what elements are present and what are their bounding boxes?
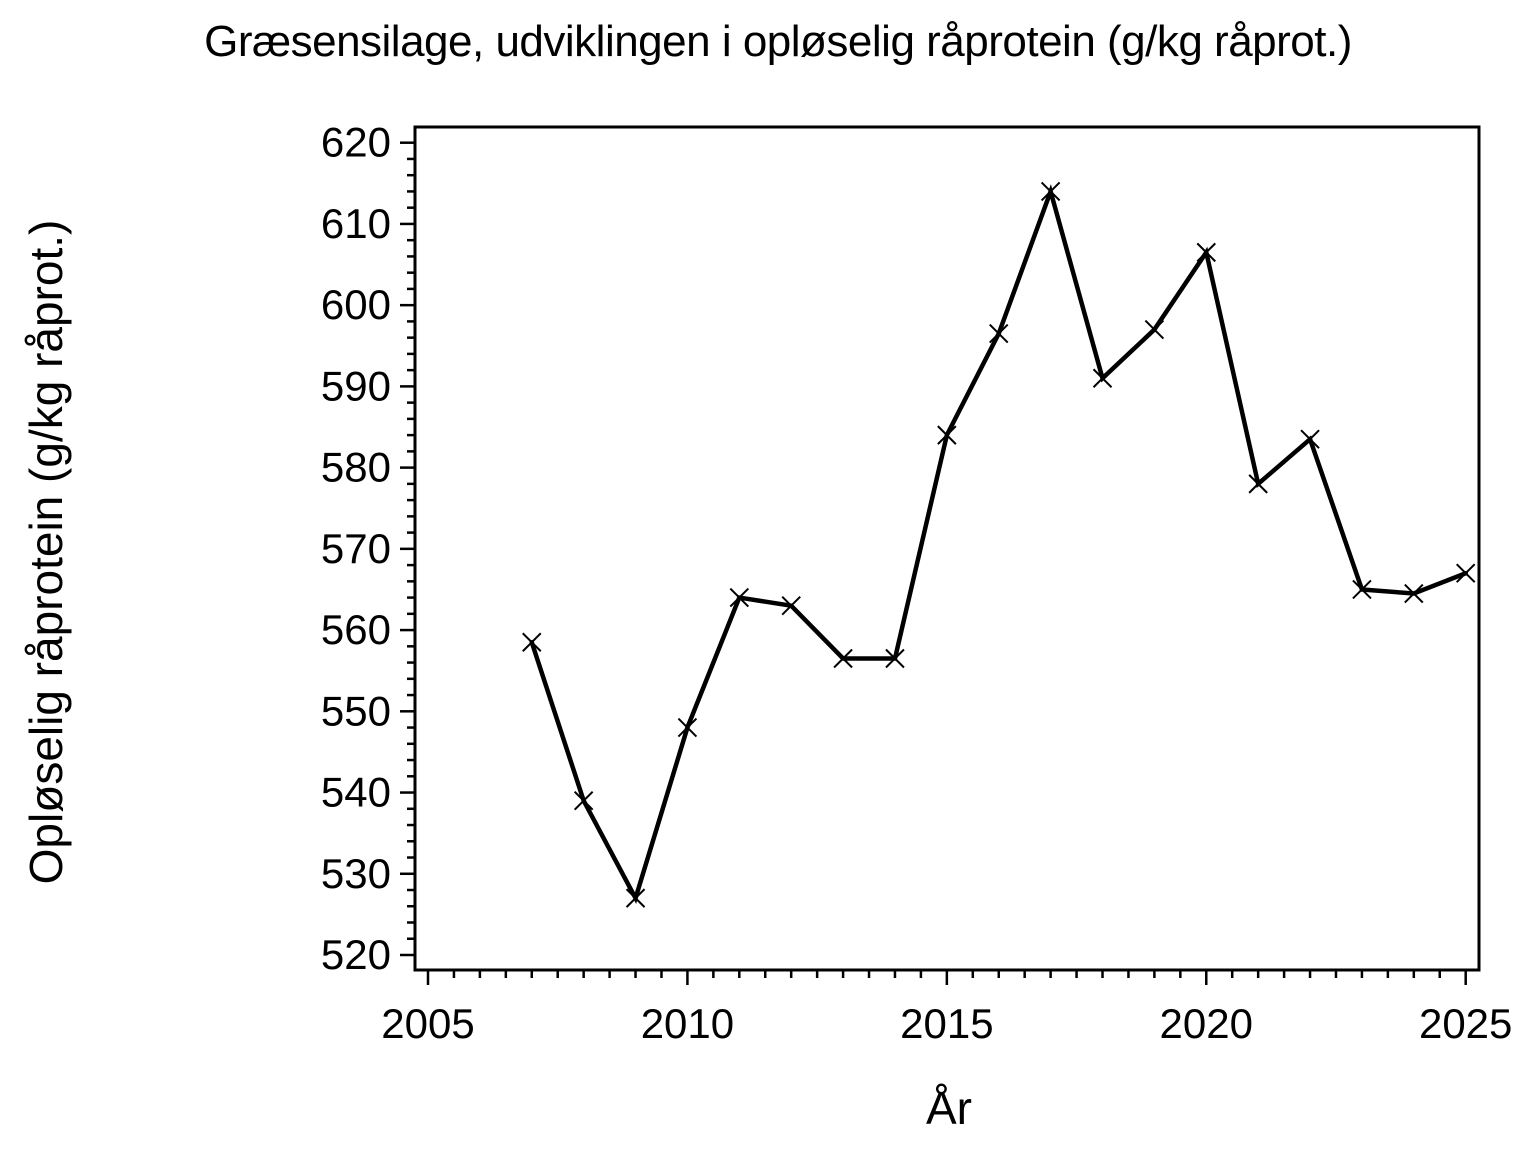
y-tick-label: 570 bbox=[321, 525, 391, 572]
plot-area: 520 530 540 550 560 570 580 590 600 610 620 2005 201… bbox=[321, 119, 1512, 1047]
x-tick-label: 2010 bbox=[641, 1000, 734, 1047]
y-tick-label: 520 bbox=[321, 931, 391, 978]
data-point-marker bbox=[781, 596, 801, 616]
x-tick-label: 2015 bbox=[900, 1000, 993, 1047]
data-point-marker bbox=[1092, 368, 1113, 388]
x-tick-label: 2025 bbox=[1419, 1000, 1512, 1047]
data-point-marker bbox=[989, 323, 1009, 344]
plot-frame bbox=[413, 125, 1481, 972]
y-axis-label: Opløselig råprotein (g/kg råprot.) bbox=[20, 220, 72, 885]
data-point-marker bbox=[625, 888, 646, 908]
y-tick-label: 580 bbox=[321, 444, 391, 491]
data-point-marker bbox=[1196, 242, 1216, 263]
y-tick-label: 600 bbox=[321, 281, 391, 328]
data-line bbox=[529, 184, 1468, 904]
data-point-marker bbox=[885, 648, 905, 669]
x-axis-label: År bbox=[926, 1082, 972, 1134]
data-point-marker bbox=[1300, 429, 1320, 449]
y-tick-label: 560 bbox=[321, 606, 391, 653]
data-point-marker bbox=[522, 632, 542, 652]
data-point-marker bbox=[833, 648, 853, 669]
chart-title: Græsensilage, udviklingen i opløselig rå… bbox=[204, 17, 1352, 66]
data-point-marker bbox=[1144, 319, 1165, 340]
x-tick-label: 2020 bbox=[1160, 1000, 1253, 1047]
data-point-marker bbox=[729, 587, 750, 608]
data-point-marker bbox=[1404, 583, 1424, 604]
data-point-marker bbox=[1352, 579, 1372, 600]
y-tick-label: 530 bbox=[321, 850, 391, 897]
data-point-marker bbox=[1455, 563, 1476, 583]
y-tick-label: 620 bbox=[321, 119, 391, 166]
data-point-marker bbox=[1248, 474, 1268, 494]
x-tick-label: 2005 bbox=[381, 1000, 474, 1047]
data-point-marker bbox=[937, 425, 957, 445]
data-point-marker bbox=[573, 790, 594, 811]
data-point-marker bbox=[677, 717, 698, 738]
y-tick-label: 590 bbox=[321, 362, 391, 409]
data-point-marker bbox=[1040, 181, 1061, 202]
y-tick-label: 610 bbox=[321, 200, 391, 247]
y-tick-label: 550 bbox=[321, 687, 391, 734]
y-tick-label: 540 bbox=[321, 769, 391, 816]
